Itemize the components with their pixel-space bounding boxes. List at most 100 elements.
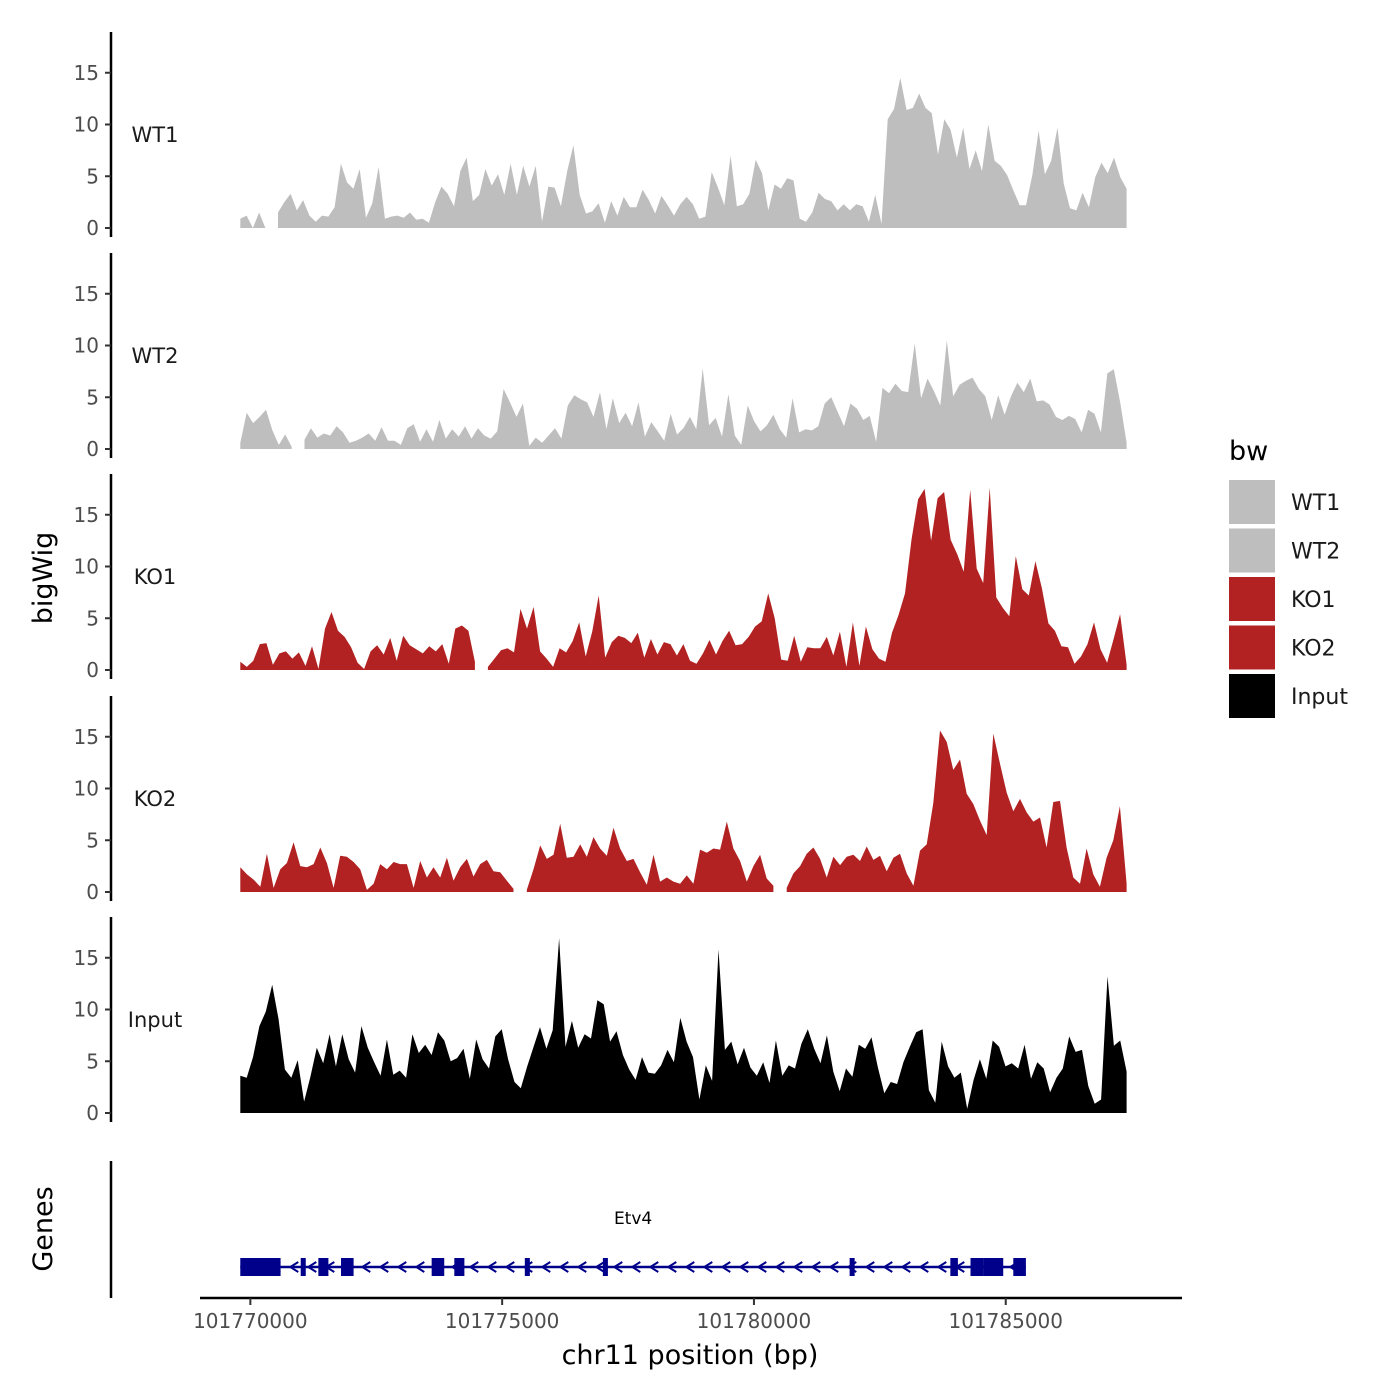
y-tick-label: 0	[86, 658, 99, 682]
exon	[300, 1258, 306, 1276]
y-tick-label: 5	[86, 606, 99, 630]
coverage-area-input	[240, 938, 1127, 1113]
exon	[431, 1258, 445, 1276]
track-label: WT2	[132, 344, 179, 368]
x-axis-title: chr11 position (bp)	[562, 1340, 819, 1371]
exon	[849, 1258, 855, 1276]
y-tick-label: 5	[86, 828, 99, 852]
strand-arrow	[918, 1261, 929, 1273]
y-tick-label: 0	[86, 216, 99, 240]
strand-arrow	[468, 1261, 479, 1273]
track-ko1: 0 5 10 15 KO1	[74, 474, 1127, 682]
x-tick-label: 101775000	[445, 1309, 560, 1333]
coverage-area-wt1	[240, 212, 266, 228]
track-label: WT1	[132, 123, 179, 147]
exon	[1013, 1258, 1026, 1276]
strand-arrow	[738, 1261, 749, 1273]
strand-arrow	[774, 1261, 785, 1273]
x-tick-label: 101770000	[193, 1309, 308, 1333]
strand-arrow	[378, 1261, 389, 1273]
exon	[602, 1258, 608, 1276]
y-tick-label: 15	[74, 503, 99, 527]
strand-arrow	[666, 1261, 677, 1273]
track-ko2: 0 5 10 15 KO2	[74, 696, 1127, 904]
coverage-area-wt2	[304, 340, 1127, 449]
exon	[524, 1258, 530, 1276]
legend-swatch-wt1	[1229, 480, 1275, 524]
track-label: KO2	[134, 787, 177, 811]
coverage-area-ko2	[786, 730, 1127, 892]
legend-swatch-input	[1229, 674, 1275, 718]
strand-arrow	[720, 1261, 731, 1273]
legend-swatch-ko1	[1229, 577, 1275, 621]
track-wt1: 0 5 10 15 WT1	[74, 32, 1127, 240]
strand-arrow	[648, 1261, 659, 1273]
y-tick-label: 10	[74, 334, 99, 358]
exon	[341, 1258, 354, 1276]
strand-arrow	[414, 1261, 425, 1273]
legend-title: bw	[1229, 436, 1268, 467]
strand-arrow	[306, 1261, 317, 1273]
strand-arrow	[900, 1261, 911, 1273]
exon	[454, 1258, 465, 1276]
exon	[240, 1258, 281, 1276]
legend-swatch-ko2	[1229, 625, 1275, 670]
y-tick-label: 5	[86, 385, 99, 409]
exon	[318, 1258, 329, 1276]
x-tick-label: 101780000	[697, 1309, 812, 1333]
coverage-area-ko1	[487, 487, 1127, 670]
legend-swatch-wt2	[1229, 528, 1275, 573]
strand-arrow	[702, 1261, 713, 1273]
legend-label: KO1	[1291, 588, 1336, 613]
track-label: KO1	[134, 565, 177, 589]
strand-arrow	[864, 1261, 875, 1273]
strand-arrow	[828, 1261, 839, 1273]
strand-arrow	[630, 1261, 641, 1273]
strand-arrow	[612, 1261, 623, 1273]
coverage-area-ko1	[240, 612, 475, 670]
coverage-area-wt1	[278, 77, 1127, 229]
strand-arrow	[540, 1261, 551, 1273]
y-tick-label: 10	[74, 113, 99, 137]
strand-arrow	[288, 1261, 299, 1273]
y-tick-label: 5	[86, 1049, 99, 1073]
legend: bw WT1 WT2 KO1 KO2 Input	[1229, 436, 1348, 718]
y-tick-label: 15	[74, 282, 99, 306]
strand-arrow	[594, 1261, 605, 1273]
genes-axis-title: Genes	[28, 1186, 59, 1271]
coverage-area-ko2	[526, 821, 774, 892]
legend-label: WT1	[1291, 491, 1340, 516]
track-input: 0 5 10 15 Input	[74, 917, 1127, 1125]
y-tick-label: 5	[86, 164, 99, 188]
strand-arrow	[882, 1261, 893, 1273]
y-tick-label: 10	[74, 998, 99, 1022]
legend-label: Input	[1291, 685, 1348, 710]
strand-arrow	[486, 1261, 497, 1273]
track-label: Input	[128, 1008, 182, 1032]
y-tick-label: 0	[86, 1101, 99, 1125]
coverage-area-wt2	[240, 409, 292, 449]
strand-arrow	[396, 1261, 407, 1273]
y-tick-label: 15	[74, 725, 99, 749]
strand-arrow	[756, 1261, 767, 1273]
track-wt2: 0 5 10 15 WT2	[74, 253, 1127, 461]
gene-panel: Etv4	[109, 1161, 1026, 1298]
y-tick-label: 15	[74, 946, 99, 970]
x-axis: 101770000 101775000 101780000 101785000	[193, 1296, 1182, 1333]
y-tick-label: 15	[74, 61, 99, 85]
gene-etv4: Etv4	[240, 1209, 1026, 1276]
y-tick-label: 0	[86, 880, 99, 904]
y-axis-title: bigWig	[28, 532, 59, 625]
strand-arrow	[504, 1261, 515, 1273]
strand-arrow	[792, 1261, 803, 1273]
gene-models: Etv4	[240, 1209, 1026, 1276]
x-tick-label: 101785000	[948, 1309, 1063, 1333]
strand-arrow	[360, 1261, 371, 1273]
y-tick-label: 0	[86, 437, 99, 461]
legend-label: WT2	[1291, 540, 1340, 565]
y-tick-label: 10	[74, 777, 99, 801]
coverage-area-ko2	[240, 842, 514, 892]
strand-arrow	[936, 1261, 947, 1273]
y-tick-label: 10	[74, 555, 99, 579]
